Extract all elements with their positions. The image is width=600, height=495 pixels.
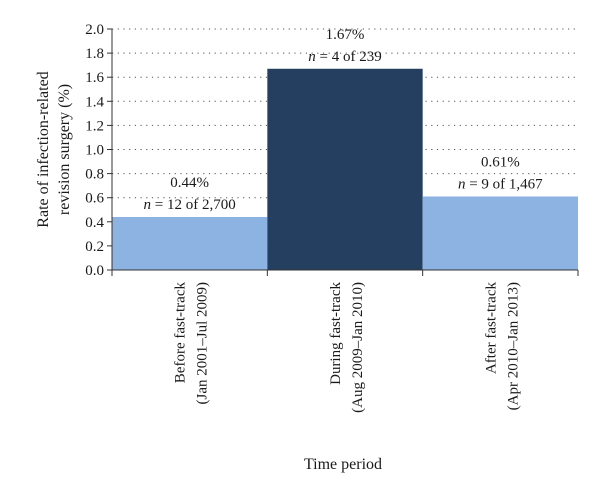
data-label-count: n = 9 of 1,467 xyxy=(458,176,543,192)
y-tick-label: 1.6 xyxy=(85,70,104,86)
x-category-label-line: (Jan 2001–Jul 2009) xyxy=(195,282,211,405)
x-category-label-line: (Aug 2009–Jan 2010) xyxy=(350,282,366,413)
x-category-label: During fast-track (Aug 2009–Jan 2010) xyxy=(328,282,366,413)
data-label-percent: 0.61% xyxy=(481,154,520,170)
x-category-label-line: Before fast-track xyxy=(173,282,189,384)
y-tick-label: 1.4 xyxy=(85,94,104,110)
data-label-percent: 1.67% xyxy=(326,27,365,43)
x-category-label-line: (Apr 2010–Jan 2013) xyxy=(505,282,521,410)
y-axis-title: Rate of infection-related revision surger… xyxy=(35,71,73,227)
y-tick-label: 0.6 xyxy=(85,191,104,207)
y-tick-label: 0.8 xyxy=(85,167,104,183)
x-category-label-line: After fast-track xyxy=(483,282,499,375)
y-tick-label: 1.8 xyxy=(85,46,104,62)
x-category-label: After fast-track (Apr 2010–Jan 2013) xyxy=(483,282,521,411)
y-axis-title-line: revision surgery (%) xyxy=(56,84,73,215)
x-axis-title: Time period xyxy=(304,456,382,473)
data-label-percent: 0.44% xyxy=(170,175,209,191)
y-tick-label: 1.0 xyxy=(85,143,104,159)
x-category-label: Before fast-track (Jan 2001–Jul 2009) xyxy=(173,282,211,405)
bar-3 xyxy=(422,196,578,270)
data-label-count: n = 4 of 239 xyxy=(308,49,381,65)
y-axis-title-line: Rate of infection-related xyxy=(35,71,52,227)
bar-1 xyxy=(112,216,268,270)
y-tick-label: 1.2 xyxy=(85,118,104,134)
y-tick-label: 0.4 xyxy=(85,215,104,231)
x-category-label-line: During fast-track xyxy=(328,282,344,385)
y-tick-label: 2.0 xyxy=(85,22,104,38)
y-tick-label: 0.2 xyxy=(85,239,104,255)
data-label-count: n = 12 of 2,700 xyxy=(144,197,236,213)
y-tick-label: 0.0 xyxy=(85,263,104,279)
bar-2 xyxy=(267,68,423,270)
